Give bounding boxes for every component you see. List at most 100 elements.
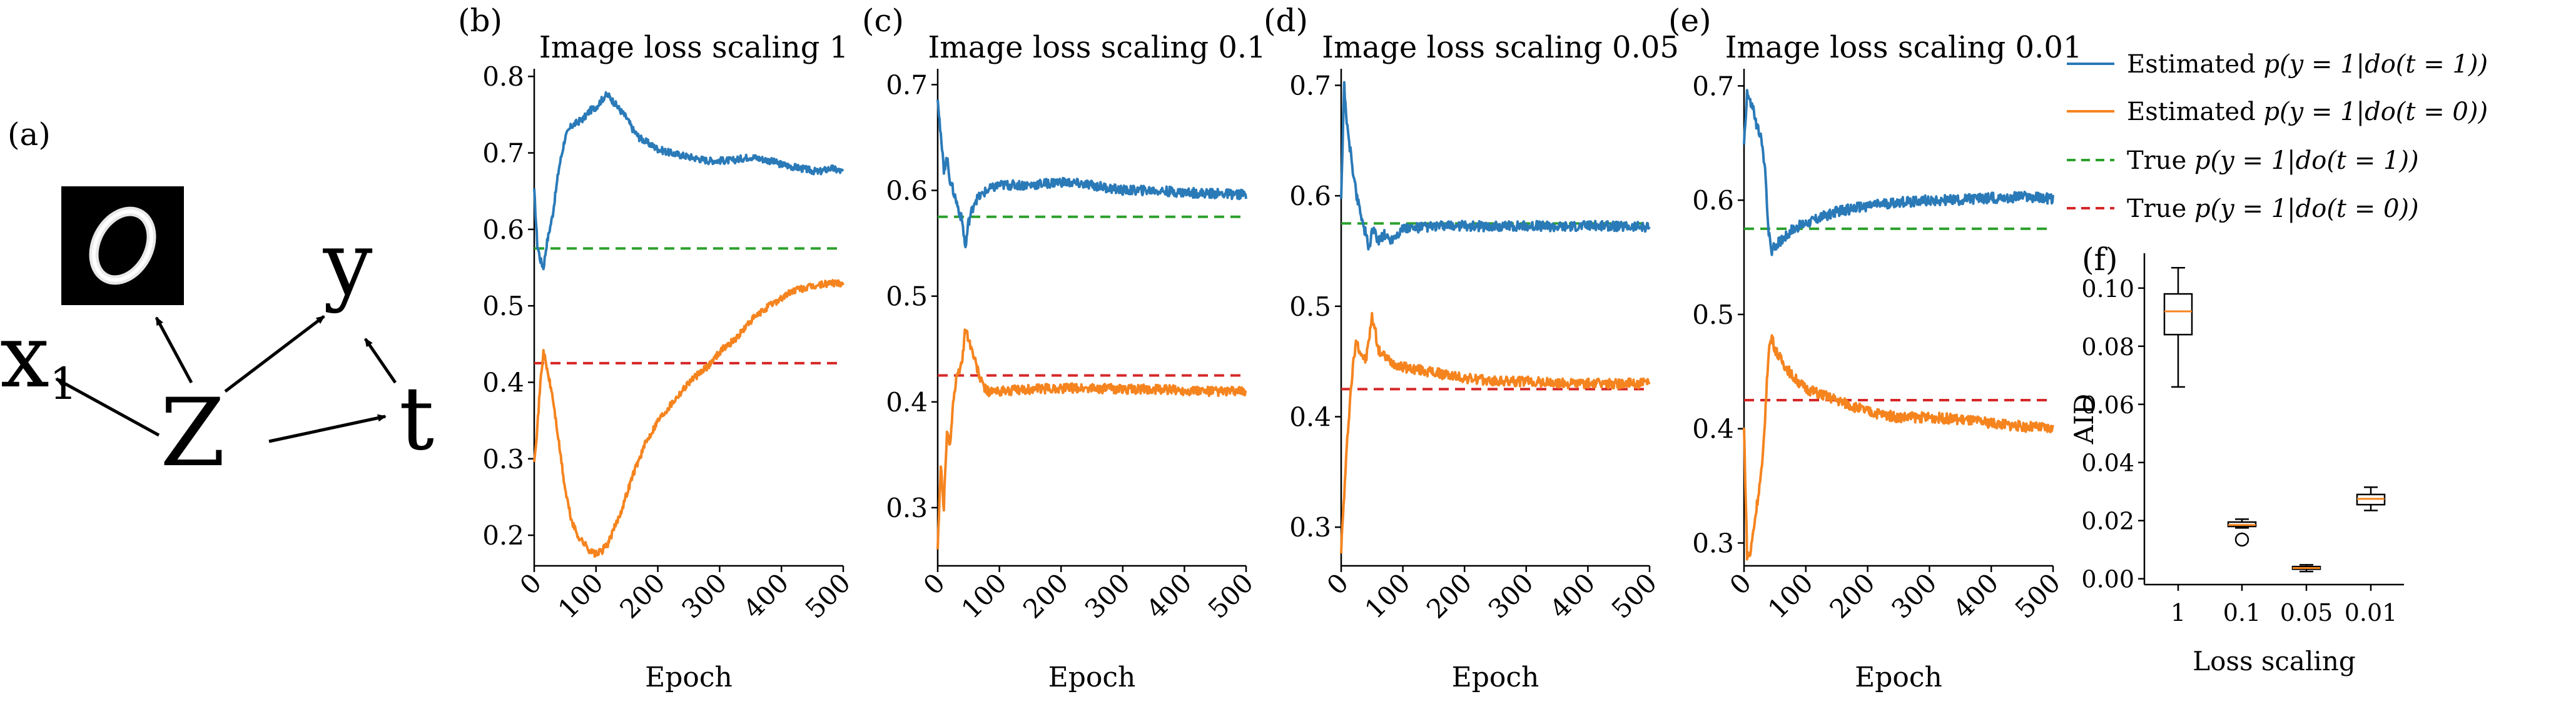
chart-title: Image loss scaling 0.01 bbox=[1725, 30, 2082, 65]
y-tick-label: 0.2 bbox=[482, 520, 524, 551]
y-tick-label: 0.7 bbox=[886, 69, 928, 100]
y-tick-label: 0.7 bbox=[482, 138, 524, 169]
y-tick-label: 0.4 bbox=[482, 367, 524, 398]
y-tick-label: 0.6 bbox=[1289, 181, 1331, 211]
x-tick-label: 300 bbox=[1483, 567, 1539, 624]
x-tick-label: 400 bbox=[738, 567, 794, 624]
y-axis-label: AID bbox=[2069, 394, 2099, 445]
y-tick-label: 0.06 bbox=[2081, 391, 2134, 419]
x-tick-label: 200 bbox=[1421, 567, 1478, 624]
x-tick-label: 500 bbox=[1202, 567, 1259, 624]
x-tick-label: 300 bbox=[1079, 567, 1136, 624]
panel-label-f: (f) bbox=[2082, 241, 2118, 278]
arrow-z-to-image bbox=[155, 316, 193, 384]
arrow-z-to-t bbox=[268, 414, 387, 443]
legend-label-prefix: Estimated bbox=[2127, 98, 2263, 126]
legend-label: Estimated p(y = 1|do(t = 0)) bbox=[2127, 98, 2488, 126]
chart-title: Image loss scaling 1 bbox=[539, 30, 849, 65]
legend-label-expression: p(y = 1|do(t = 0)) bbox=[2194, 194, 2419, 223]
x-tick-label: 400 bbox=[1140, 567, 1197, 624]
legend-label: True p(y = 1|do(t = 1)) bbox=[2127, 146, 2419, 175]
panel-label-a: (a) bbox=[8, 116, 51, 153]
y-tick-label: 0.6 bbox=[1692, 185, 1734, 216]
panel-label-c: (c) bbox=[862, 3, 904, 39]
chart-panel-e: Image loss scaling 0.01 0.3 0.4 0.5 0.6 0.7 0 1… bbox=[1692, 30, 2082, 693]
chart-panel-d: Image loss scaling 0.05 0.3 0.4 0.5 0.6 0.7 0 1… bbox=[1289, 30, 1679, 693]
node-t: t bbox=[399, 368, 434, 470]
chart-title: Image loss scaling 0.1 bbox=[928, 30, 1265, 65]
x-tick-label: 100 bbox=[552, 567, 609, 624]
y-tick-label: 0.10 bbox=[2081, 275, 2134, 303]
x-axis-label: Epoch bbox=[1452, 661, 1539, 693]
x-tick-label: 500 bbox=[1606, 567, 1663, 624]
estimated-t0-line bbox=[1743, 334, 2054, 561]
y-tick-label: 0.04 bbox=[2081, 450, 2134, 477]
y-tick-label: 0.08 bbox=[2081, 333, 2134, 361]
legend-label-prefix: Estimated bbox=[2127, 50, 2263, 79]
y-tick-label: 0.3 bbox=[1692, 528, 1734, 558]
legend-label-expression: p(y = 1|do(t = 0)) bbox=[2263, 98, 2488, 126]
legend-label-expression: p(y = 1|do(t = 1)) bbox=[2194, 146, 2419, 175]
legend-label-prefix: True bbox=[2127, 146, 2194, 175]
x-axis-label: Loss scaling bbox=[2193, 646, 2356, 676]
estimated-t0-line bbox=[936, 328, 1247, 550]
x-tick-label: 500 bbox=[799, 567, 856, 624]
y-tick-label: 0.02 bbox=[2081, 508, 2134, 535]
x-tick-label: 1 bbox=[2171, 599, 2186, 626]
y-tick-label: 0.3 bbox=[1289, 512, 1331, 543]
x-tick-label: 300 bbox=[1885, 567, 1942, 624]
legend-label-expression: p(y = 1|do(t = 1)) bbox=[2263, 50, 2488, 79]
estimated-t1-line bbox=[1340, 81, 1651, 251]
box-0.05 bbox=[2291, 564, 2321, 573]
legend-label-prefix: True bbox=[2127, 194, 2194, 223]
panel-label-e: (e) bbox=[1668, 3, 1711, 39]
box-0.1 bbox=[2227, 518, 2257, 547]
legend-label: True p(y = 1|do(t = 0)) bbox=[2127, 194, 2419, 223]
x-tick-label: 100 bbox=[1762, 567, 1819, 624]
chart-title: Image loss scaling 0.05 bbox=[1322, 30, 1679, 65]
x-tick-label: 200 bbox=[1823, 567, 1880, 624]
x-tick-label: 0.1 bbox=[2223, 599, 2261, 626]
causal-diagram: Z x1 y t bbox=[0, 186, 434, 488]
chart-panel-f: 0.00 0.02 0.04 0.06 0.08 0.10 1 0.1 0.05 0.01 Loss… bbox=[2069, 253, 2404, 676]
legend: Estimated p(y = 1|do(t = 1))Estimated p(… bbox=[2067, 50, 2488, 223]
estimated-t1-line bbox=[533, 91, 844, 271]
x-tick-label: 0 bbox=[514, 567, 548, 601]
x-tick-label: 100 bbox=[955, 567, 1012, 624]
mnist-digit-zero bbox=[89, 206, 156, 285]
x-tick-label: 400 bbox=[1544, 567, 1601, 624]
y-tick-label: 0.00 bbox=[2081, 566, 2134, 593]
y-tick-label: 0.6 bbox=[886, 176, 928, 206]
node-y: y bbox=[322, 213, 372, 315]
legend-label: Estimated p(y = 1|do(t = 1)) bbox=[2127, 50, 2488, 79]
x-axis-label: Epoch bbox=[1855, 661, 1942, 693]
chart-panel-b: Image loss scaling 1 0.2 0.3 0.4 0.5 0.6 0.7 0.… bbox=[482, 30, 856, 693]
x-axis-label: Epoch bbox=[1048, 661, 1136, 693]
x-tick-label: 100 bbox=[1359, 567, 1416, 624]
outlier-point bbox=[2234, 532, 2249, 547]
box-body bbox=[2163, 293, 2193, 336]
estimated-t0-line bbox=[1340, 311, 1651, 554]
estimated-t0-line bbox=[533, 279, 844, 558]
arrow-z-to-y bbox=[224, 315, 325, 393]
estimated-t1-line bbox=[936, 99, 1247, 249]
x-tick-label: 300 bbox=[676, 567, 733, 624]
y-tick-label: 0.8 bbox=[482, 61, 524, 92]
panel-label-b: (b) bbox=[458, 3, 502, 39]
x-tick-label: 0 bbox=[918, 567, 951, 601]
y-tick-label: 0.5 bbox=[1692, 299, 1734, 330]
y-tick-label: 0.3 bbox=[482, 444, 524, 475]
box-0.01 bbox=[2356, 486, 2386, 511]
x-tick-label: 0 bbox=[1724, 567, 1758, 601]
y-tick-label: 0.7 bbox=[1289, 71, 1331, 101]
y-tick-label: 0.5 bbox=[482, 291, 524, 321]
chart-panel-c: Image loss scaling 0.1 0.3 0.4 0.5 0.6 0.7 0 10… bbox=[886, 30, 1265, 693]
x-axis-label: Epoch bbox=[645, 661, 733, 693]
y-tick-label: 0.7 bbox=[1692, 71, 1734, 101]
y-tick-label: 0.3 bbox=[886, 493, 928, 523]
x-tick-label: 0 bbox=[1321, 567, 1355, 601]
y-tick-label: 0.4 bbox=[1692, 414, 1734, 445]
x-tick-label: 200 bbox=[614, 567, 671, 624]
node-z: Z bbox=[160, 379, 225, 488]
